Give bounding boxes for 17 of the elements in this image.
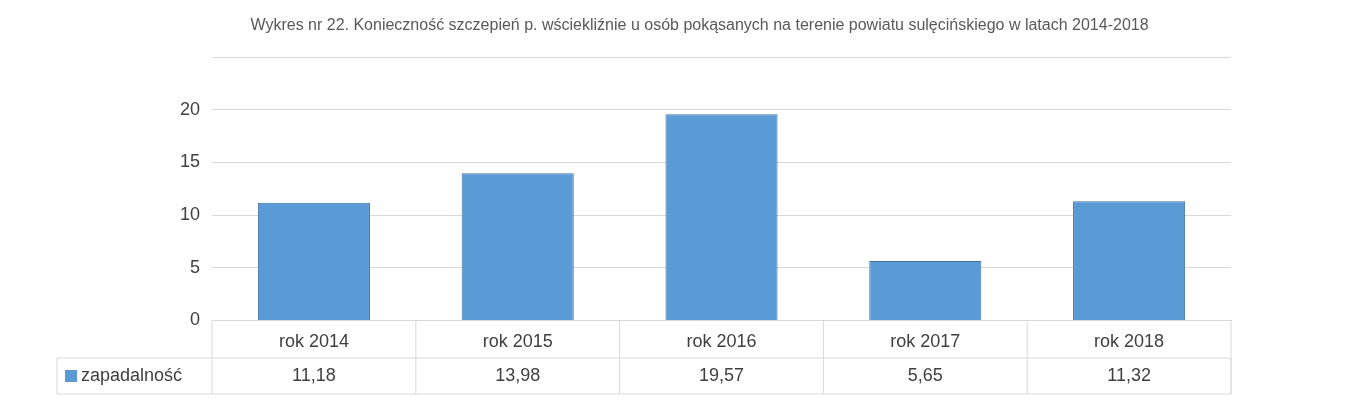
y-tick-label: 20 xyxy=(179,98,201,119)
x-tick-label: rok 2017 xyxy=(890,331,961,352)
x-tick-label: rok 2014 xyxy=(278,331,349,352)
x-tick-label: rok 2015 xyxy=(482,331,553,352)
y-tick-label: 15 xyxy=(179,151,201,172)
x-tick-label: rok 2018 xyxy=(1094,331,1165,352)
data-label: 19,57 xyxy=(698,364,745,385)
data-label: 11,18 xyxy=(292,364,336,385)
chart-title: Wykres nr 22. Konieczność szczepień p. wściekliźnie u osób pokąsanych na terenie powiatu sulęcińskiego w latach 2014-2018 xyxy=(250,16,1149,34)
y-tick-label: 5 xyxy=(190,256,201,277)
data-label: 11,32 xyxy=(1107,364,1151,385)
data-label: 5,65 xyxy=(907,364,943,385)
y-tick-label: 0 xyxy=(190,309,201,330)
x-tick-label: rok 2016 xyxy=(686,331,757,352)
legend-label: zapadalność xyxy=(81,364,183,385)
y-tick-label: 10 xyxy=(179,204,201,225)
data-label: 13,98 xyxy=(495,364,541,385)
